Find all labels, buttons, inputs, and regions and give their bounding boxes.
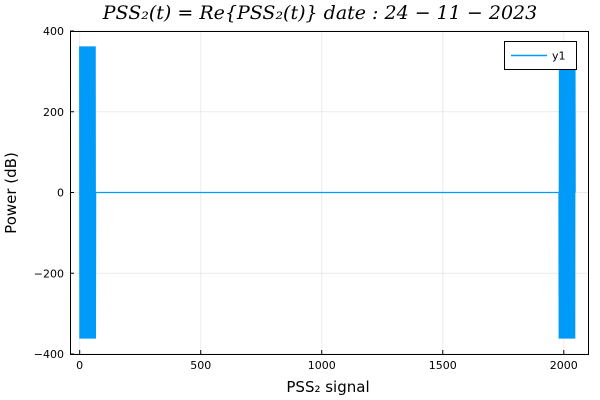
series-layer xyxy=(79,46,576,339)
y-tick-label: −200 xyxy=(34,267,64,280)
x-tick-label: 1500 xyxy=(429,359,457,372)
y-tick-label: 400 xyxy=(43,25,64,38)
y-axis-label: Power (dB) xyxy=(2,152,20,234)
chart-title: PSS₂(t) = Re{PSS₂(t)} date : 24 − 11 − 2… xyxy=(102,2,537,24)
legend: y1 xyxy=(504,41,577,70)
y-tick-label: −400 xyxy=(34,348,64,361)
x-tick-label: 500 xyxy=(190,359,211,372)
x-axis-label: PSS₂ signal xyxy=(286,378,369,396)
x-tick-label: 2000 xyxy=(550,359,578,372)
y-tick-label: 0 xyxy=(57,187,64,200)
x-tick-label: 0 xyxy=(76,359,83,372)
y-tick-label: 200 xyxy=(43,106,64,119)
legend-label: y1 xyxy=(552,50,566,63)
x-tick-label: 1000 xyxy=(308,359,336,372)
series-line-y1 xyxy=(79,46,576,339)
ticks: 0 500 1000 1500 2000 −400 −200 0 200 400 xyxy=(34,25,578,372)
